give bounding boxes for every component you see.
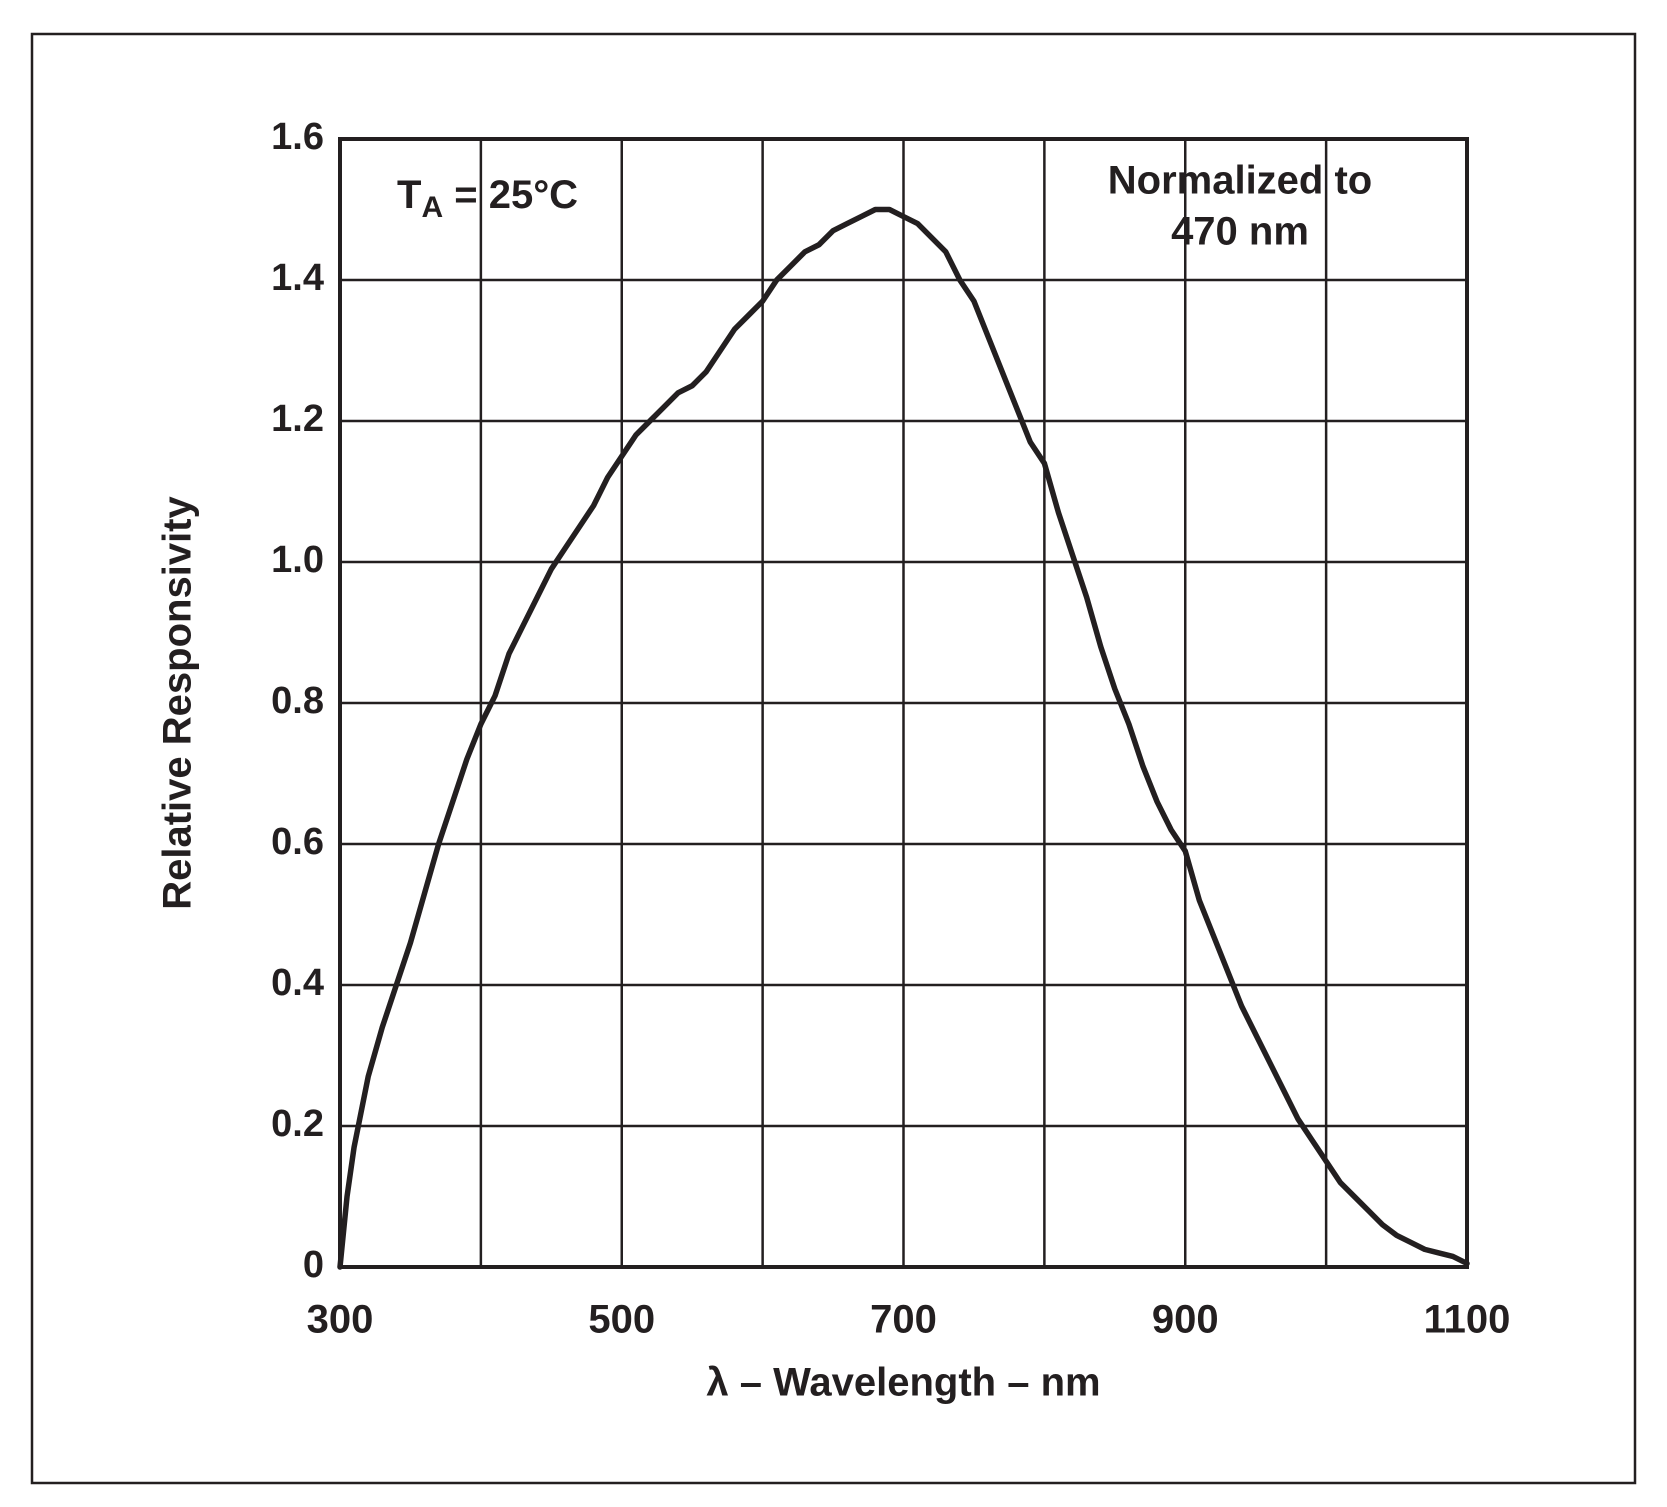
y-tick-label: 1.0 [271,539,324,581]
y-tick-label: 0.6 [271,821,324,863]
annotation: Normalized to [1108,159,1372,203]
annotation: TA = 25°C [397,173,578,224]
annotation-subscript: A [421,191,443,224]
plot-border [338,137,1469,1269]
x-tick-label: 1100 [1424,1298,1511,1342]
y-tick-label: 0.2 [271,1103,324,1145]
y-tick-label: 0.4 [271,962,324,1004]
x-tick-label: 700 [870,1298,937,1342]
y-axis-label: Relative Responsivity [156,496,200,910]
data-line [337,206,1470,1270]
x-tick-label: 900 [1152,1298,1219,1342]
y-tick-label: 0 [303,1244,324,1286]
x-tick-label: 500 [588,1298,655,1342]
y-tick-label: 1.4 [271,257,324,299]
y-tick-label: 1.2 [271,398,324,440]
annotation-base: T [397,173,421,217]
annotation: 470 nm [1171,210,1309,254]
y-tick-label: 0.8 [271,680,324,722]
annotation-text: = 25°C [443,173,578,217]
x-axis-label: λ – Wavelength – nm [706,1361,1100,1405]
x-tick-label: 300 [307,1298,374,1342]
y-tick-label: 1.6 [271,116,324,158]
frame [30,32,1637,1485]
